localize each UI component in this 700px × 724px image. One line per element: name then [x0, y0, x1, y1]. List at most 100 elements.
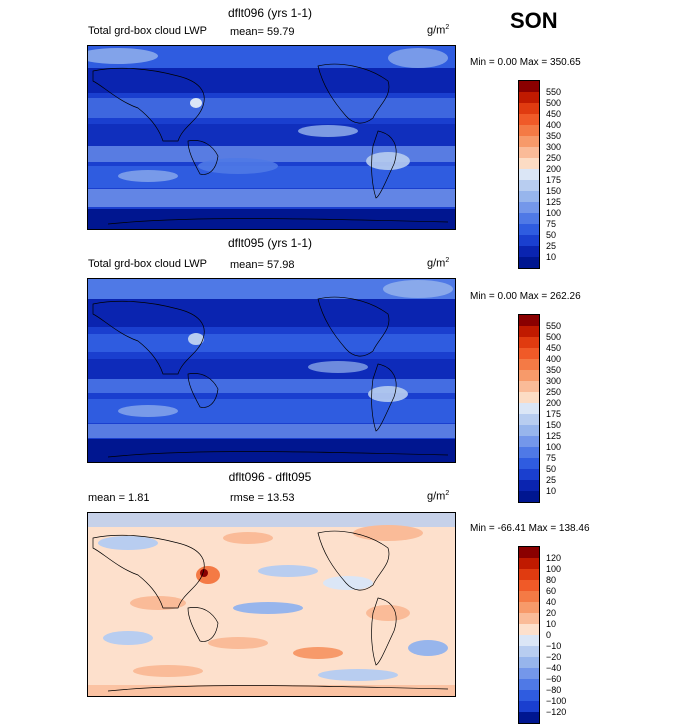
- colorbar-tick-label: 60: [546, 585, 557, 596]
- colorbar-swatch: [519, 436, 539, 447]
- colorbar-tick-label: 20: [546, 607, 557, 618]
- colorbar-tick-label: −20: [546, 651, 562, 662]
- colorbar-tick-label: 40: [546, 596, 557, 607]
- colorbar-swatch: [519, 392, 539, 403]
- colorbar-tick-label: 175: [546, 408, 562, 419]
- panel1-mean: mean= 59.79: [230, 26, 295, 38]
- colorbar-tick-label: 400: [546, 353, 562, 364]
- colorbar-tick-label: 500: [546, 97, 562, 108]
- colorbar-tick-label: −10: [546, 640, 562, 651]
- colorbar-tick-label: −100: [546, 695, 567, 706]
- colorbar-tick-label: −120: [546, 706, 567, 717]
- colorbar-swatch: [519, 246, 539, 257]
- colorbar-swatch: [519, 701, 539, 712]
- colorbar-tick-label: 550: [546, 320, 562, 331]
- colorbar-tick-label: 450: [546, 108, 562, 119]
- colorbar-swatch: [519, 712, 539, 723]
- panel3-minmax: Min = -66.41 Max = 138.46: [470, 523, 590, 534]
- colorbar-swatch: [519, 81, 539, 92]
- colorbar-tick-label: 50: [546, 229, 557, 240]
- colorbar-swatch: [519, 679, 539, 690]
- colorbar-tick-label: 200: [546, 163, 562, 174]
- colorbar-tick-label: 0: [546, 629, 552, 640]
- colorbar-tick-label: 150: [546, 185, 562, 196]
- colorbar-swatch: [519, 381, 539, 392]
- colorbar-swatch: [519, 257, 539, 268]
- colorbar-swatch: [519, 169, 539, 180]
- panel2-varname: Total grd-box cloud LWP: [88, 258, 208, 270]
- colorbar-tick-label: 350: [546, 130, 562, 141]
- panel2-map: [87, 278, 456, 463]
- colorbar-tick-label: 75: [546, 452, 557, 463]
- panel2-unit: g/m2: [427, 257, 450, 270]
- colorbar-swatch: [519, 613, 539, 624]
- colorbar-swatch: [519, 103, 539, 114]
- panel3-title: dflt096 - dflt095: [228, 470, 312, 484]
- colorbar-swatch: [519, 125, 539, 136]
- colorbar-swatch: [519, 690, 539, 701]
- colorbar-swatch: [519, 491, 539, 502]
- colorbar-swatch: [519, 191, 539, 202]
- colorbar-tick-label: 500: [546, 331, 562, 342]
- colorbar-tick-label: 100: [546, 207, 562, 218]
- panel2-mean: mean= 57.98: [230, 259, 295, 271]
- colorbar-swatch: [519, 447, 539, 458]
- colorbar-swatch: [519, 657, 539, 668]
- colorbar-tick-label: −60: [546, 673, 562, 684]
- panel1-varname: Total grd-box cloud LWP: [88, 25, 208, 37]
- colorbar-swatch: [519, 668, 539, 679]
- panel1-map-svg: [88, 46, 455, 229]
- colorbar-swatch: [519, 646, 539, 657]
- colorbar-swatch: [519, 370, 539, 381]
- colorbar-tick-label: 10: [546, 618, 557, 629]
- colorbar-tick-label: 10: [546, 485, 557, 496]
- colorbar-swatch: [519, 224, 539, 235]
- panel3-map-svg: [88, 513, 455, 696]
- colorbar-swatch: [519, 602, 539, 613]
- colorbar-swatch: [519, 337, 539, 348]
- colorbar-tick-label: 75: [546, 218, 557, 229]
- colorbar-swatch: [519, 580, 539, 591]
- panel1-unit: g/m2: [427, 24, 450, 37]
- colorbar-swatch: [519, 569, 539, 580]
- colorbar-swatch: [519, 425, 539, 436]
- panel2-map-svg: [88, 279, 455, 462]
- colorbar-tick-label: 25: [546, 474, 557, 485]
- colorbar-tick-label: 120: [546, 552, 562, 563]
- panel1-minmax: Min = 0.00 Max = 350.65: [470, 57, 581, 68]
- colorbar-tick-label: 350: [546, 364, 562, 375]
- panel3-unit: g/m2: [427, 490, 450, 503]
- colorbar-tick-label: 550: [546, 86, 562, 97]
- colorbar-swatch: [519, 348, 539, 359]
- panel1-title: dflt096 (yrs 1-1): [227, 6, 313, 20]
- panel1-map: [87, 45, 456, 230]
- colorbar-tick-label: 125: [546, 196, 562, 207]
- panel3-rmse: rmse = 13.53: [230, 492, 295, 504]
- colorbar-swatch: [519, 414, 539, 425]
- colorbar-tick-label: 250: [546, 386, 562, 397]
- colorbar-swatch: [519, 92, 539, 103]
- colorbar-tick-label: 50: [546, 463, 557, 474]
- colorbar-tick-label: 400: [546, 119, 562, 130]
- colorbar-tick-label: 150: [546, 419, 562, 430]
- colorbar-swatch: [519, 458, 539, 469]
- colorbar-tick-label: 25: [546, 240, 557, 251]
- colorbar-tick-label: −80: [546, 684, 562, 695]
- colorbar-swatch: [519, 469, 539, 480]
- colorbar-tick-label: 125: [546, 430, 562, 441]
- panel3-map: [87, 512, 456, 697]
- panel3-mean: mean = 1.81: [88, 492, 150, 504]
- panel2-minmax: Min = 0.00 Max = 262.26: [470, 291, 581, 302]
- colorbar-swatch: [519, 403, 539, 414]
- colorbar-swatch: [519, 213, 539, 224]
- season-label: SON: [510, 8, 558, 33]
- colorbar-swatch: [519, 635, 539, 646]
- colorbar-swatch: [519, 235, 539, 246]
- panel2-title: dflt095 (yrs 1-1): [227, 236, 313, 250]
- colorbar-tick-label: 450: [546, 342, 562, 353]
- colorbar-swatch: [519, 114, 539, 125]
- colorbar-swatch: [519, 359, 539, 370]
- colorbar-swatch: [519, 591, 539, 602]
- colorbar-swatch: [519, 158, 539, 169]
- panel3-colorbar: [518, 546, 540, 724]
